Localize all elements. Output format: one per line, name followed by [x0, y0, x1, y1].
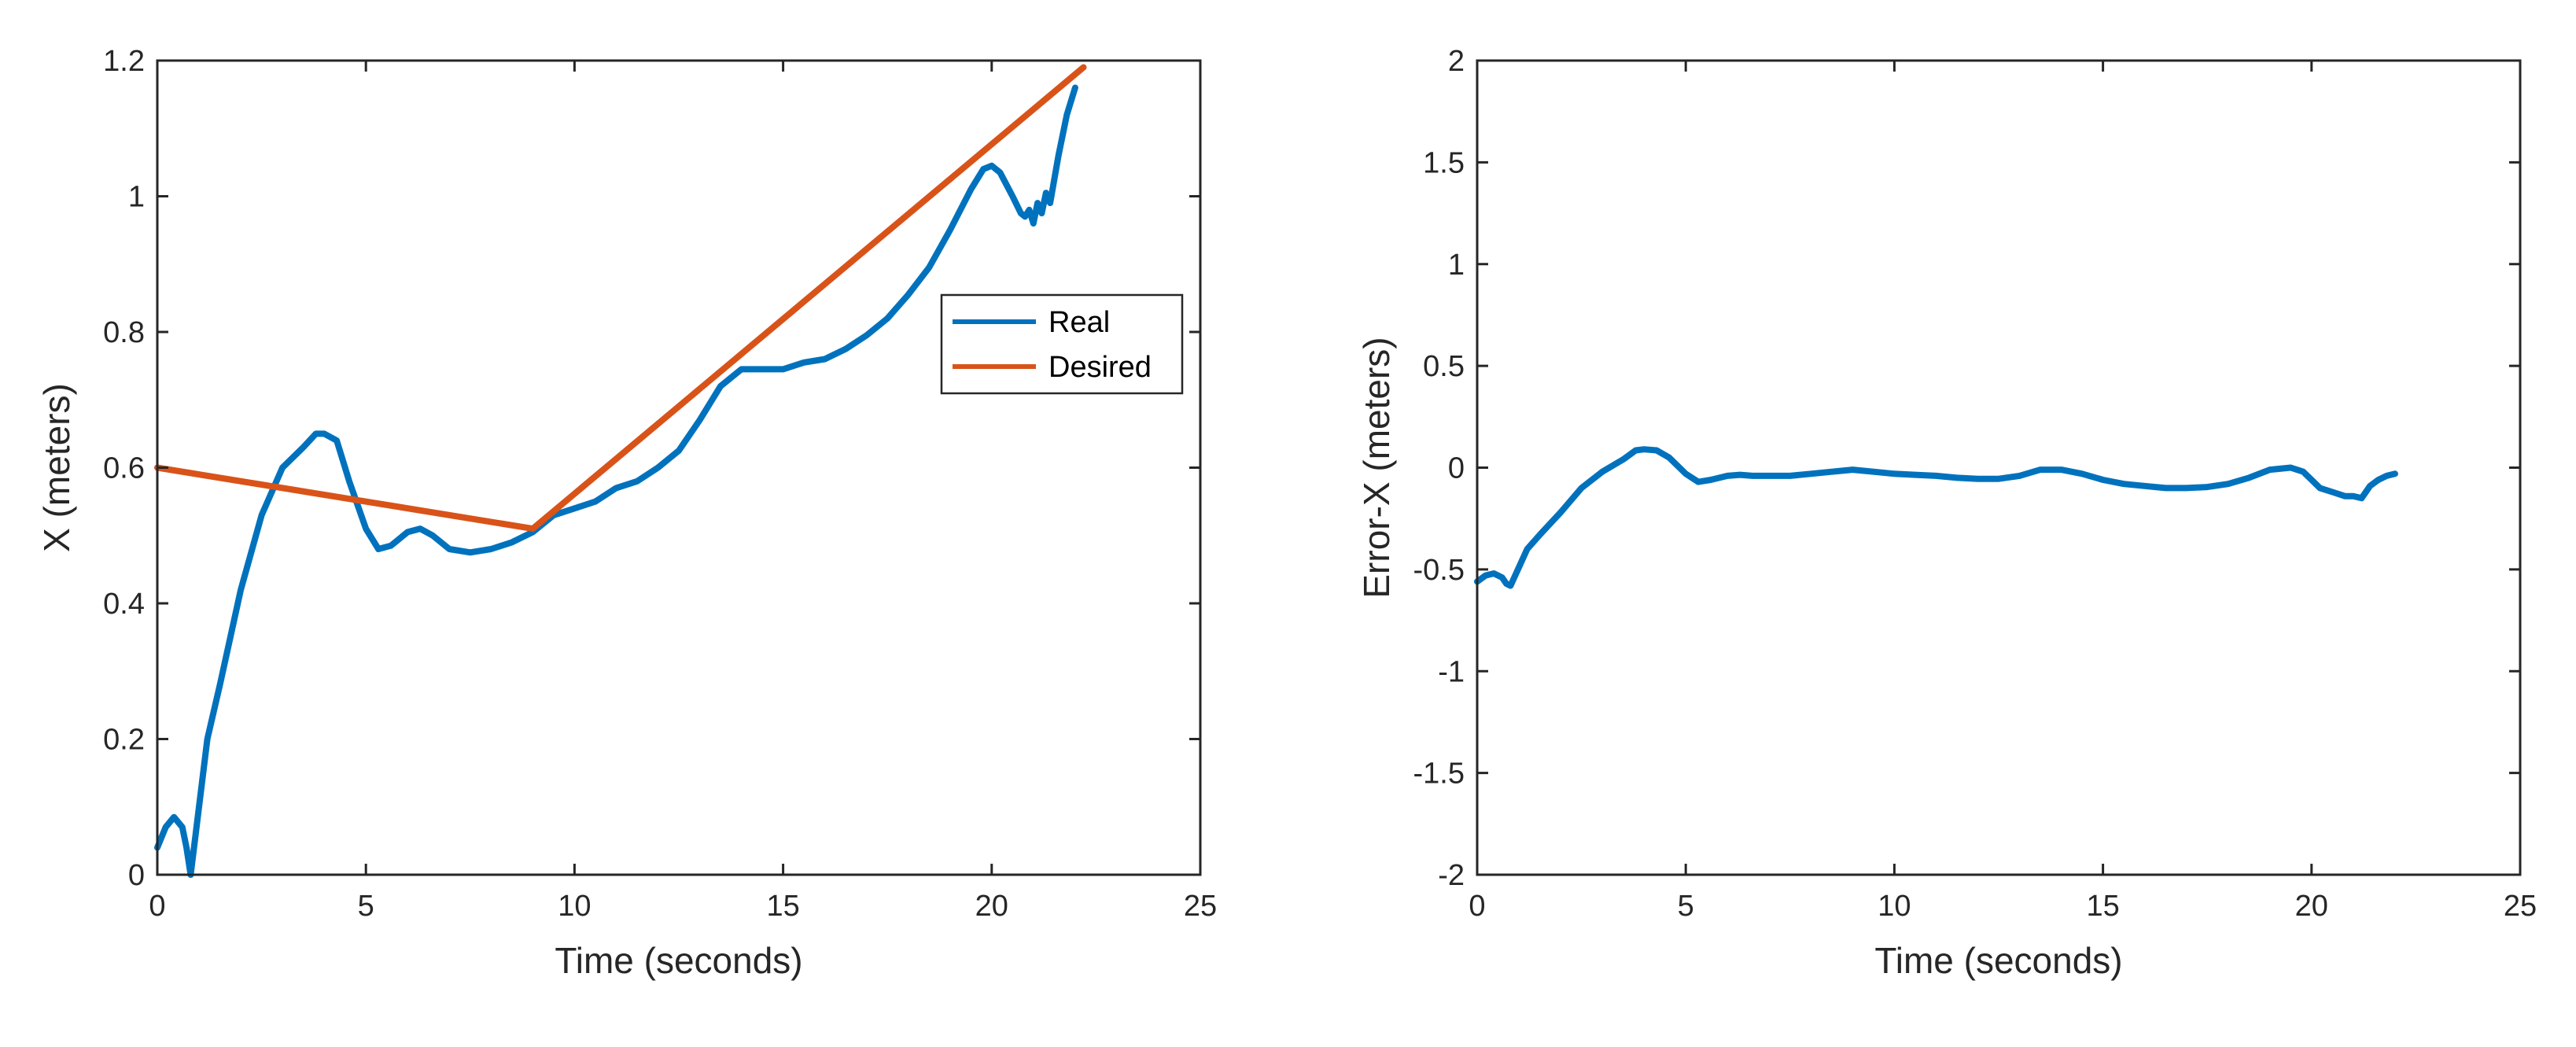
- chart-error-x-tick-labels: 0 5 10 15 20 25 -2 -1.5 -1 -0.5 0 0.5 1 1.5 2: [1413, 45, 2537, 923]
- chart-error-x-xlabel: Time (seconds): [1874, 940, 2122, 981]
- chart-position-x-xtick-label: 5: [358, 890, 374, 923]
- legend-box: [940, 293, 1184, 395]
- chart-position-x-xtick-label: 20: [975, 890, 1008, 923]
- chart-error-x-lines: [1474, 446, 2398, 589]
- chart-error-x-xtick-label: 20: [2295, 890, 2328, 923]
- chart-position-x-ylabel: X (meters): [36, 383, 77, 552]
- chart-error-x-xtick-label: 25: [2504, 890, 2537, 923]
- chart-error-x-ytick-label: 1.5: [1423, 146, 1465, 179]
- chart-position-x-tick-labels: 0 5 10 15 20 25 0 0.2 0.4 0.6 0.8 1 1.2: [103, 45, 1217, 923]
- chart-error-x: 0 5 10 15 20 25 -2 -1.5 -1 -0.5 0 0.5 1 1.5 2 Time (se…: [1356, 45, 2537, 981]
- chart-error-x-ytick-label: -1.5: [1413, 758, 1465, 791]
- chart-position-x-xtick-label: 25: [1184, 890, 1217, 923]
- chart-position-x-ytick-label: 0.4: [103, 588, 145, 621]
- chart-error-x-series-error-x: [1474, 446, 2398, 589]
- chart-position-x-xtick-label: 15: [766, 890, 799, 923]
- chart-position-x-xtick-label: 10: [558, 890, 591, 923]
- chart-error-x-xtick-label: 5: [1678, 890, 1694, 923]
- chart-error-x-xtick-label: 0: [1469, 890, 1485, 923]
- chart-error-x-ytick-label: 0: [1448, 452, 1465, 485]
- legend-label-real: Real: [1048, 306, 1110, 339]
- chart-position-x-ytick-label: 0.2: [103, 724, 145, 757]
- chart-error-x-ytick-label: 2: [1448, 45, 1465, 78]
- chart-position-x-ticks: [156, 59, 1202, 876]
- chart-error-x-ticks: [1476, 59, 2522, 876]
- chart-error-x-ytick-label: 0.5: [1423, 350, 1465, 383]
- chart-error-x-ytick-label: 1: [1448, 249, 1465, 282]
- chart-position-x-xtick-label: 0: [149, 890, 165, 923]
- legend-label-desired: Desired: [1048, 351, 1152, 384]
- chart-error-x-ytick-label: -2: [1438, 859, 1465, 892]
- chart-position-x-ytick-label: 0: [128, 859, 145, 892]
- chart-error-x-ylabel: Error-X (meters): [1356, 337, 1397, 598]
- chart-error-x-ytick-label: -1: [1438, 655, 1465, 688]
- chart-position-x-series-desired: [154, 64, 1087, 533]
- chart-position-x-series-real: [154, 84, 1078, 878]
- legend: Real Desired: [940, 293, 1184, 395]
- chart-position-x: 0 5 10 15 20 25 0 0.2 0.4 0.6 0.8 1 1.2 Time (second…: [36, 45, 1217, 981]
- chart-position-x-lines: [154, 64, 1087, 878]
- chart-position-x-ytick-label: 1: [128, 181, 145, 214]
- chart-error-x-xtick-label: 10: [1878, 890, 1911, 923]
- chart-position-x-xlabel: Time (seconds): [555, 940, 802, 981]
- chart-position-x-ytick-label: 0.8: [103, 316, 145, 349]
- chart-error-x-xtick-label: 15: [2086, 890, 2119, 923]
- chart-position-x-ytick-label: 0.6: [103, 452, 145, 485]
- chart-error-x-ytick-label: -0.5: [1413, 554, 1465, 587]
- chart-position-x-ytick-label: 1.2: [103, 45, 145, 78]
